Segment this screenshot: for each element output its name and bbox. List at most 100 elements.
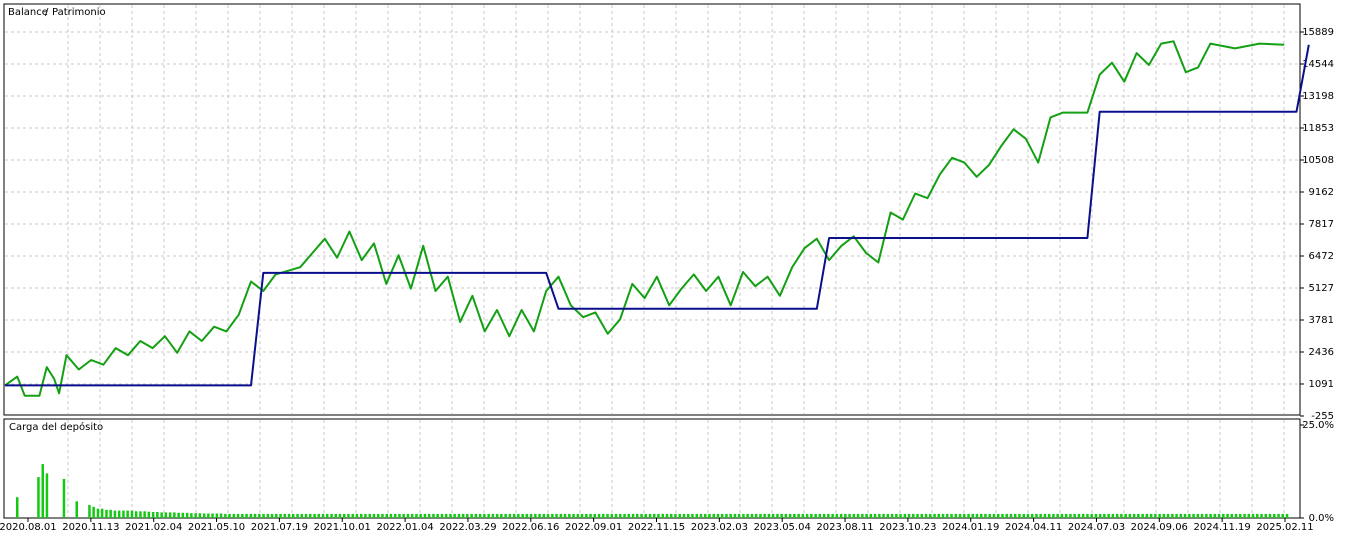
deposit-load-bar [41, 464, 44, 518]
y-tick-label: -255 [1311, 411, 1334, 422]
deposit-load-bar [788, 513, 792, 518]
deposit-load-bar [474, 513, 478, 518]
deposit-load-bar [665, 513, 669, 518]
deposit-load-bar [1285, 513, 1289, 518]
deposit-load-bar [292, 513, 295, 518]
deposit-load-bar [937, 513, 940, 518]
deposit-load-bar [589, 513, 592, 518]
deposit-load-bar [657, 513, 660, 518]
deposit-load-bar [805, 513, 809, 518]
deposit-load-bar [712, 513, 715, 518]
deposit-load-bar [173, 512, 176, 518]
x-tick-label: 2023.02.03 [691, 522, 748, 533]
deposit-load-bar [1243, 513, 1246, 518]
deposit-load-bar [963, 513, 966, 518]
deposit-load-bar [406, 513, 410, 518]
deposit-load-bar [62, 478, 66, 518]
deposit-load-bar [890, 513, 894, 518]
deposit-load-bar [360, 513, 363, 518]
x-tick-label: 2022.11.15 [628, 522, 685, 533]
deposit-load-bar [559, 513, 563, 518]
deposit-load-bar [822, 513, 826, 518]
legend: Balance / Patrimonio [8, 7, 106, 18]
y-tick-label: 5127 [1309, 283, 1334, 294]
deposit-load-bar [394, 513, 397, 518]
deposit-load-bar [457, 513, 461, 518]
deposit-load-bar [576, 513, 580, 518]
deposit-load-bar [1031, 513, 1034, 518]
deposit-load-bar [644, 513, 647, 518]
deposit-load-bar [674, 513, 677, 518]
deposit-load-bar [869, 513, 873, 518]
deposit-load-bar [542, 513, 546, 518]
deposit-load-bar [585, 513, 588, 518]
x-tick-label: 2023.08.11 [816, 522, 873, 533]
deposit-load-bar [1209, 513, 1212, 518]
deposit-load-bar [122, 510, 125, 518]
balance-y-ticks: 15889 14544 13198 11853 10508 9162 7817 6472 512… [1300, 27, 1334, 422]
deposit-load-bar [495, 513, 499, 518]
deposit-load-bar [534, 513, 537, 518]
deposit-load-bar [377, 513, 380, 518]
deposit-load-bar [759, 513, 762, 518]
deposit-load-bar [1205, 513, 1208, 518]
deposit-load-bar [130, 510, 134, 518]
deposit-load-bar [797, 513, 800, 518]
y-tick-label: 15889 [1302, 27, 1334, 38]
deposit-load-bar [1077, 513, 1081, 518]
deposit-load-bar [606, 513, 609, 518]
deposit-load-bar [627, 513, 630, 518]
deposit-load-bar [1060, 513, 1064, 518]
deposit-load-bar [117, 510, 121, 518]
deposit-load-bar [500, 513, 503, 518]
deposit-load-frame [3, 418, 1301, 519]
deposit-load-bar [610, 513, 613, 518]
deposit-load-bar [37, 477, 40, 518]
deposit-load-bar [228, 513, 231, 518]
deposit-load-bar [423, 513, 427, 518]
deposit-load-bar [1149, 513, 1153, 518]
deposit-load-bars [16, 464, 1289, 518]
deposit-load-bar [1162, 513, 1166, 518]
deposit-load-bar [449, 513, 452, 518]
deposit-load-bar [415, 513, 418, 518]
deposit-load-bar [946, 513, 949, 518]
deposit-load-bar [997, 513, 1000, 518]
deposit-load-bar [810, 513, 813, 518]
deposit-load-bar [1090, 513, 1093, 518]
deposit-load-bar [695, 513, 698, 518]
deposit-load-bar [279, 513, 282, 518]
deposit-load-bar [988, 513, 991, 518]
deposit-load-bar [1026, 513, 1030, 518]
deposit-load-bar [389, 513, 393, 518]
deposit-load-bar [181, 512, 185, 518]
deposit-load-bar [275, 513, 278, 518]
deposit-load-bar [100, 508, 104, 518]
deposit-load-bar [623, 513, 626, 518]
deposit-load-bar [916, 513, 919, 518]
balance-panel-frame [3, 3, 1301, 416]
deposit-load-bar [555, 513, 558, 518]
y-tick-label: 9162 [1309, 187, 1334, 198]
deposit-load-bar [190, 513, 193, 518]
deposit-load-bar [1103, 513, 1106, 518]
x-tick-label: 2022.09.01 [565, 522, 622, 533]
deposit-load-bar [950, 513, 953, 518]
deposit-load-bar [771, 513, 775, 518]
deposit-load-bar [461, 513, 465, 518]
deposit-load-bar [729, 513, 732, 518]
deposit-load-bar [1158, 513, 1161, 518]
deposit-load-bar [551, 513, 554, 518]
deposit-load-bar [1256, 513, 1259, 518]
deposit-load-bar [725, 513, 728, 518]
deposit-load-bar [478, 513, 482, 518]
deposit-load-bar [113, 510, 117, 518]
deposit-load-bar [109, 509, 112, 518]
deposit-load-bar [1175, 513, 1178, 518]
deposit-load-bar [1192, 513, 1195, 518]
deposit-load-bar [1056, 513, 1059, 518]
deposit-load-bar [678, 513, 681, 518]
deposit-load-bar [1018, 513, 1021, 518]
y-tick-label: 6472 [1309, 251, 1334, 262]
deposit-load-bar [1213, 513, 1217, 518]
